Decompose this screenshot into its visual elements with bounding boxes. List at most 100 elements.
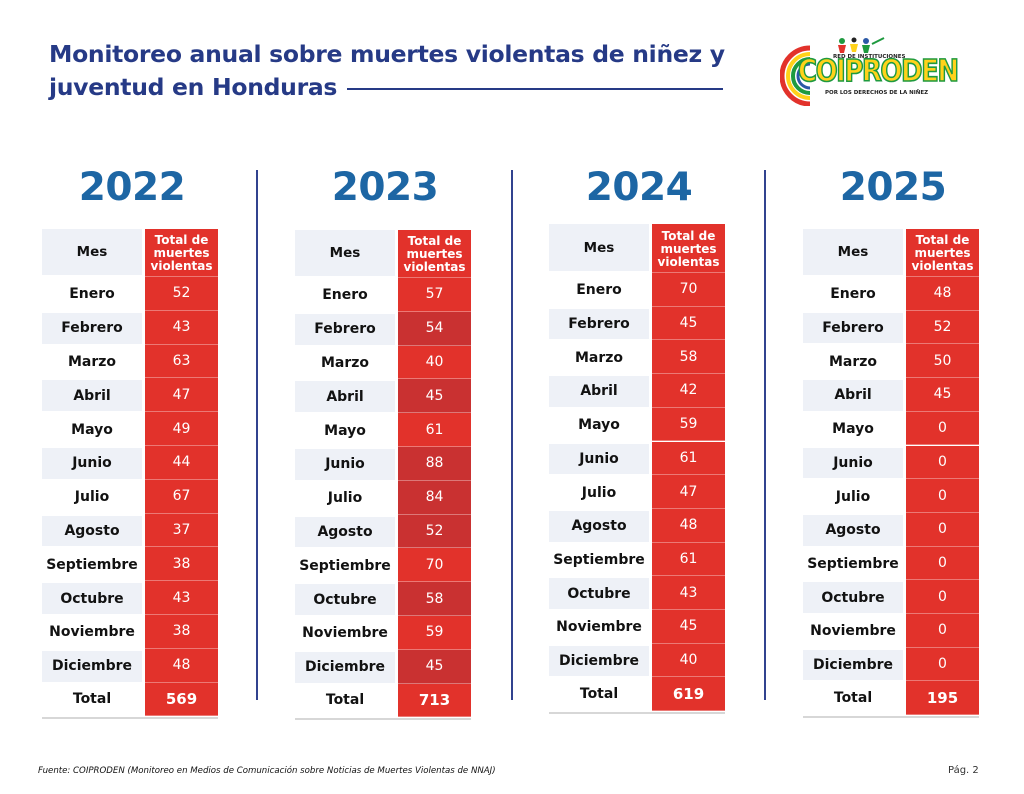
total-label: Total	[325, 692, 365, 709]
value-cell: 45	[652, 610, 725, 644]
value-cell: 58	[652, 340, 725, 375]
table-row: Mayo 61	[295, 413, 473, 447]
value-cell: 38	[145, 547, 218, 582]
month-cell: Marzo	[828, 353, 878, 370]
month-cell: Diciembre	[549, 645, 649, 677]
table-row: Junio 88	[295, 447, 473, 481]
title-rule	[347, 88, 724, 90]
value-cell: 52	[145, 277, 218, 311]
table-header-row: Mes Total de muertes violentas	[295, 230, 473, 278]
table-row: Marzo 63	[42, 344, 220, 379]
table-row: Mayo 59	[549, 407, 727, 442]
table-row: Enero 52	[42, 277, 220, 311]
title-line-1: Monitoreo anual sobre muertes violentas …	[49, 40, 725, 68]
month-cell: Septiembre	[553, 551, 645, 568]
month-cell: Junio	[42, 448, 142, 479]
month-cell: Mayo	[324, 422, 366, 439]
total-value: 195	[906, 681, 979, 716]
table-row: Febrero 45	[549, 306, 727, 341]
value-cell: 0	[906, 614, 979, 648]
value-column-header: Total de muertes violentas	[398, 230, 471, 278]
month-cell: Mayo	[832, 421, 874, 438]
logo-sub-text: POR LOS DERECHOS DE LA NIÑEZ	[825, 90, 929, 96]
value-cell: 59	[398, 616, 471, 650]
value-cell: 37	[145, 513, 218, 548]
coiproden-logo: RED DE INSTITUCIONES COIPRODEN POR LOS D…	[780, 34, 960, 106]
month-cell: Abril	[549, 376, 649, 407]
month-cell: Julio	[74, 489, 110, 506]
logo-top-text: RED DE INSTITUCIONES	[833, 54, 906, 60]
month-cell: Noviembre	[556, 619, 642, 636]
table-row: Junio 44	[42, 446, 220, 480]
value-cell: 84	[398, 480, 471, 515]
table-bottom-line	[549, 712, 725, 715]
value-cell: 0	[906, 512, 979, 547]
value-cell: 40	[652, 643, 725, 678]
month-cell: Noviembre	[302, 625, 388, 642]
total-label: Total	[833, 690, 873, 707]
table-row: Enero 70	[549, 273, 727, 307]
value-cell: 49	[145, 412, 218, 446]
month-cell: Agosto	[42, 515, 142, 547]
value-cell: 45	[906, 378, 979, 412]
value-cell: 44	[145, 446, 218, 480]
total-row: Total 619	[549, 677, 727, 712]
table-row: Noviembre 59	[295, 616, 473, 650]
table-row: Diciembre 0	[803, 647, 981, 682]
table-row: Junio 0	[803, 445, 981, 480]
value-cell: 48	[652, 508, 725, 543]
table-row: Julio 47	[549, 475, 727, 509]
value-cell: 43	[145, 581, 218, 615]
title-line-2: juventud en Honduras	[49, 73, 338, 101]
table-row: Diciembre 45	[295, 649, 473, 684]
value-cell: 47	[145, 378, 218, 413]
month-cell: Enero	[576, 282, 622, 299]
page-number: Pág. 2	[948, 765, 979, 776]
month-cell: Junio	[295, 449, 395, 480]
value-cell: 59	[652, 407, 725, 442]
month-cell: Marzo	[320, 354, 370, 371]
month-cell: Septiembre	[807, 555, 899, 572]
month-cell: Diciembre	[295, 651, 395, 683]
source-note: Fuente: COIPRODEN (Monitoreo en Medios d…	[38, 766, 496, 776]
table-row: Enero 48	[803, 277, 981, 311]
month-cell: Marzo	[574, 349, 624, 366]
table-row: Julio 84	[295, 480, 473, 515]
value-cell: 63	[145, 344, 218, 379]
month-cell: Agosto	[295, 516, 395, 548]
month-cell: Octubre	[803, 582, 903, 613]
table-row: Agosto 48	[549, 508, 727, 543]
value-cell: 52	[398, 514, 471, 549]
value-cell: 47	[652, 475, 725, 509]
value-cell: 61	[652, 441, 725, 476]
table-row: Septiembre 0	[803, 546, 981, 581]
month-column-header: Mes	[295, 230, 395, 276]
month-cell: Octubre	[295, 584, 395, 615]
value-cell: 61	[398, 413, 471, 447]
total-value: 569	[145, 682, 218, 717]
month-cell: Marzo	[67, 353, 117, 370]
total-label: Total	[72, 691, 112, 708]
total-row: Total 569	[42, 682, 220, 717]
month-cell: Mayo	[578, 417, 620, 434]
value-cell: 88	[398, 447, 471, 481]
table-header-row: Mes Total de muertes violentas	[803, 229, 981, 277]
table-row: Agosto 37	[42, 513, 220, 548]
month-cell: Julio	[327, 490, 363, 507]
month-cell: Abril	[295, 381, 395, 413]
column-divider	[511, 170, 513, 700]
value-column-header: Total de muertes violentas	[145, 229, 218, 277]
month-column-header: Mes	[549, 224, 649, 271]
month-cell: Agosto	[549, 510, 649, 542]
total-value: 713	[398, 683, 471, 718]
value-cell: 70	[398, 548, 471, 583]
table-row: Noviembre 0	[803, 614, 981, 648]
table-header-row: Mes Total de muertes violentas	[42, 229, 220, 277]
month-cell: Septiembre	[46, 556, 138, 573]
value-cell: 40	[398, 345, 471, 380]
table-row: Junio 61	[549, 441, 727, 476]
table-row: Septiembre 70	[295, 548, 473, 583]
year-heading: 2025	[839, 165, 947, 210]
table-row: Abril 45	[295, 379, 473, 414]
value-cell: 0	[906, 445, 979, 480]
